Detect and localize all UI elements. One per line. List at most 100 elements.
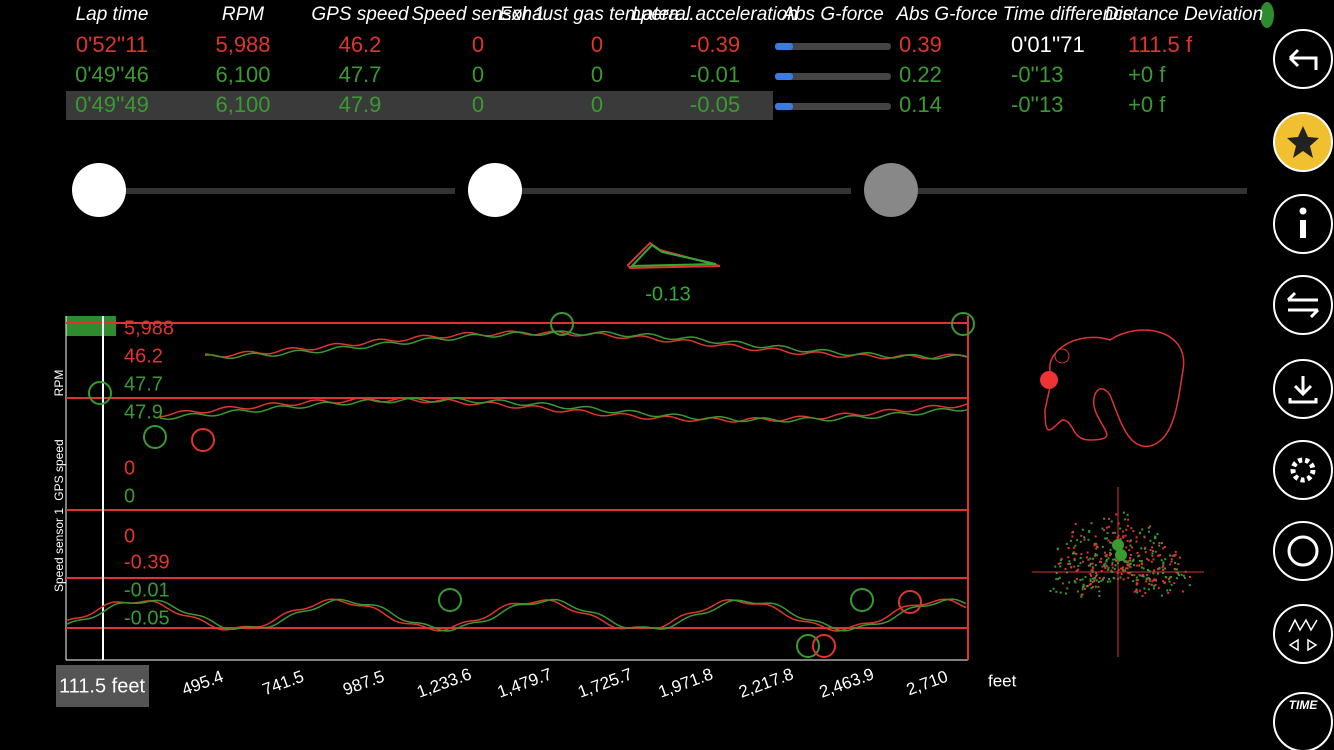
- gg-dot: [1127, 576, 1130, 579]
- gg-scatter: [1049, 511, 1191, 598]
- gg-dot: [1149, 525, 1151, 528]
- gg-dot: [1084, 587, 1086, 590]
- gg-dot: [1151, 554, 1154, 557]
- gg-dot: [1140, 560, 1143, 562]
- slider-knob[interactable]: [864, 163, 918, 217]
- gg-marker: [1115, 549, 1127, 561]
- gg-dot: [1133, 574, 1136, 577]
- gg-dot: [1148, 579, 1151, 582]
- gg-dot: [1149, 549, 1152, 552]
- gg-dot: [1056, 547, 1059, 550]
- gg-dot: [1120, 567, 1122, 570]
- gg-dot: [1089, 578, 1092, 581]
- gg-dot: [1068, 560, 1071, 563]
- gg-dot: [1117, 534, 1120, 537]
- gg-dot: [1133, 564, 1136, 567]
- graph-mode-button[interactable]: [1273, 604, 1333, 664]
- gg-dot: [1093, 580, 1096, 582]
- gg-dot: [1125, 567, 1128, 570]
- gg-dot: [1180, 573, 1183, 576]
- gg-dot: [1094, 575, 1097, 578]
- gg-dot: [1153, 587, 1155, 590]
- column-header: Lap time: [76, 4, 149, 25]
- gg-dot: [1082, 560, 1085, 563]
- settings-button[interactable]: [1273, 440, 1333, 500]
- gg-dot: [1151, 546, 1154, 549]
- gg-dot: [1158, 554, 1161, 557]
- gg-dot: [1116, 571, 1119, 574]
- gg-dot: [1126, 567, 1129, 570]
- icon: [1288, 376, 1318, 404]
- gg-dot: [1129, 557, 1132, 559]
- gg-dot: [1171, 554, 1174, 557]
- compare-button[interactable]: [1273, 275, 1333, 335]
- gg-dot: [1107, 525, 1110, 528]
- selected-row[interactable]: [66, 91, 773, 120]
- gg-dot: [1111, 531, 1114, 534]
- gg-dot: [1079, 562, 1082, 565]
- gg-dot: [1162, 561, 1165, 564]
- column-header: GPS speed: [311, 4, 410, 25]
- gg-dot: [1132, 580, 1135, 583]
- download-button[interactable]: [1273, 359, 1333, 419]
- gg-dot: [1113, 568, 1116, 571]
- track-position: [1040, 371, 1058, 389]
- gg-dot: [1081, 588, 1084, 591]
- gg-dot: [1061, 582, 1064, 585]
- gg-dot: [1122, 511, 1125, 514]
- gg-dot: [1092, 567, 1095, 570]
- gg-dot: [1136, 579, 1139, 581]
- gg-dot: [1162, 569, 1165, 571]
- gg-dot: [1157, 586, 1160, 589]
- gg-dot: [1087, 564, 1090, 567]
- undo-button[interactable]: [1273, 29, 1333, 89]
- gg-dot: [1181, 590, 1184, 593]
- slider-knob[interactable]: [468, 163, 522, 217]
- gg-dot: [1117, 578, 1119, 581]
- gg-dot: [1152, 542, 1155, 545]
- gg-dot: [1090, 574, 1092, 577]
- gg-dot: [1095, 579, 1098, 582]
- column-header: RPM: [222, 4, 264, 25]
- gg-dot: [1127, 560, 1130, 563]
- gg-dot: [1105, 554, 1108, 556]
- gg-dot: [1169, 589, 1172, 592]
- gg-dot: [1095, 574, 1098, 577]
- channel-label: Speed sensor 1: [52, 508, 66, 592]
- gg-dot: [1129, 559, 1132, 562]
- gg-dot: [1093, 542, 1096, 545]
- cell: 0.22: [899, 62, 942, 87]
- gg-dot: [1076, 539, 1079, 542]
- gg-dot: [1059, 562, 1062, 565]
- gforce-bar-fill: [775, 43, 793, 50]
- gg-dot: [1116, 562, 1119, 565]
- slider-knob[interactable]: [72, 163, 126, 217]
- gg-dot: [1059, 591, 1062, 594]
- cell: 0'01''71: [1011, 32, 1085, 57]
- gg-dot: [1148, 578, 1151, 581]
- gg-dot: [1124, 569, 1127, 572]
- gg-dot: [1154, 584, 1157, 586]
- icon: [1300, 220, 1306, 238]
- gg-dot: [1147, 526, 1150, 529]
- gg-dot: [1174, 550, 1177, 553]
- gg-dot: [1142, 575, 1145, 578]
- gg-dot: [1060, 557, 1063, 560]
- readout: 47.9: [124, 401, 163, 423]
- trace: [159, 397, 968, 423]
- time-button[interactable]: [1273, 692, 1333, 750]
- gg-dot: [1092, 577, 1095, 580]
- cell: +0 f: [1128, 62, 1166, 87]
- info-button[interactable]: [1273, 194, 1333, 254]
- column-header: Abs G-force: [895, 4, 997, 25]
- gforce-bar-track: [775, 43, 891, 50]
- gg-dot: [1158, 567, 1161, 569]
- earth-button[interactable]: [1273, 521, 1333, 581]
- gg-dot: [1103, 529, 1106, 532]
- time-button-label: TIME: [1289, 698, 1319, 712]
- x-unit: feet: [988, 671, 1017, 690]
- gg-dot: [1094, 564, 1097, 567]
- gg-dot: [1064, 592, 1067, 595]
- trace: [65, 598, 967, 632]
